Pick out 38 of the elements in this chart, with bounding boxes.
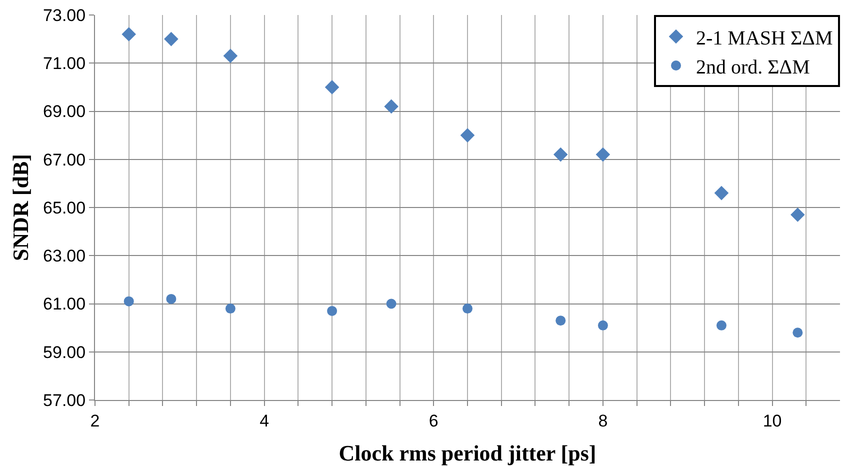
point [164, 32, 178, 46]
y-tick-label: 73.00 [43, 6, 86, 25]
y-tick-label: 63.00 [43, 246, 86, 266]
legend-label: 2-1 MASH ΣΔM [696, 27, 833, 50]
y-tick-label: 69.00 [43, 102, 86, 122]
point [790, 208, 805, 222]
point [460, 128, 475, 142]
point [327, 306, 338, 316]
point [714, 186, 729, 200]
y-tick-label: 57.00 [43, 390, 86, 410]
point [553, 147, 568, 162]
point [166, 294, 176, 304]
point [223, 48, 238, 64]
legend-label: 2nd ord. ΣΔM [696, 56, 810, 78]
y-tick-label: 71.00 [43, 54, 86, 74]
y-tick-label: 59.00 [43, 342, 86, 362]
point [324, 80, 340, 94]
point [225, 304, 236, 314]
y-tick-label: 67.00 [43, 150, 86, 170]
point [386, 298, 396, 309]
point [556, 316, 566, 326]
y-tick-label: 65.00 [43, 198, 86, 218]
x-axis-title: Clock rms period jitter [ps] [338, 440, 596, 466]
x-tick-label: 10 [762, 411, 782, 430]
point [384, 99, 398, 114]
point [716, 320, 726, 330]
point [598, 320, 608, 330]
x-tick-label: 6 [428, 411, 438, 430]
y-axis-title: SNDR [dB] [8, 154, 33, 261]
point [792, 328, 803, 338]
y-tick-label: 61.00 [43, 294, 86, 314]
x-tick-label: 4 [260, 411, 270, 430]
point [124, 296, 134, 306]
x-tick-label: 8 [598, 411, 608, 430]
point [122, 27, 136, 42]
point [462, 304, 472, 314]
x-tick-label: 2 [90, 411, 100, 430]
point [596, 147, 610, 162]
